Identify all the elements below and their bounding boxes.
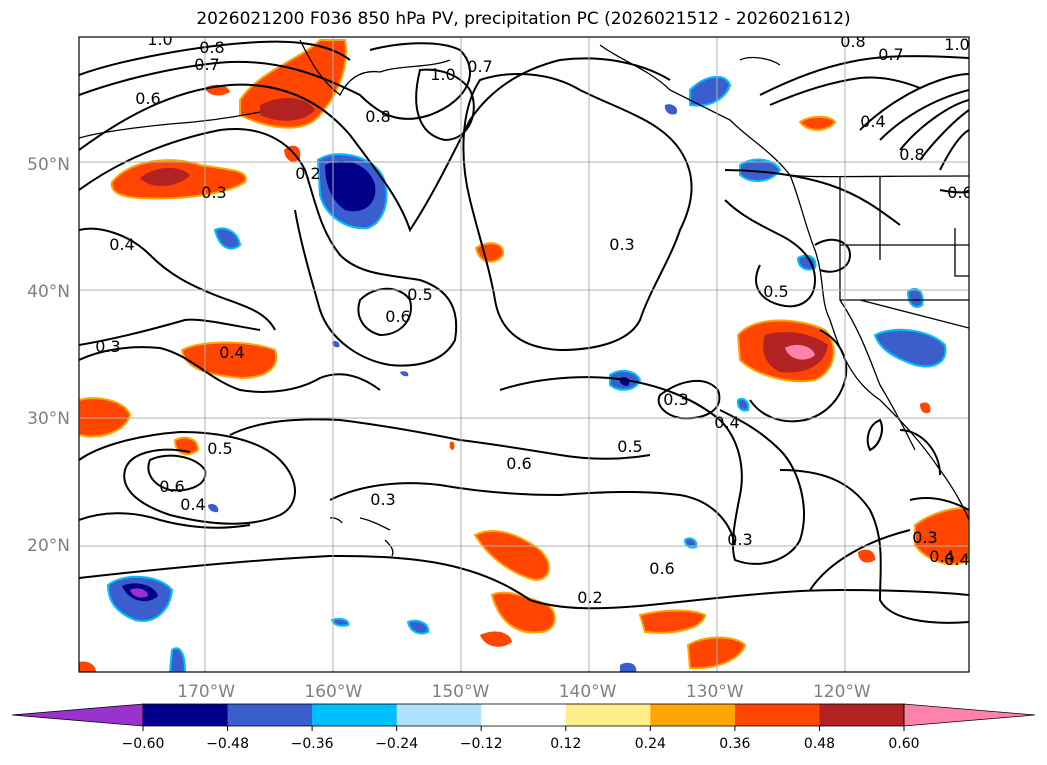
colorbar-segment [650, 704, 736, 726]
colorbar-segment [819, 704, 905, 726]
contour-label: 0.7 [878, 45, 903, 64]
contour-label: 0.6 [135, 89, 160, 108]
contour-label: 1.0 [944, 35, 969, 54]
colorbar-tick-label: −0.36 [291, 736, 334, 752]
colorbar-tick-label: −0.12 [460, 736, 503, 752]
colorbar: −0.60 −0.48 −0.36 −0.24 −0.12 0.12 0.24 0.36 0.4… [11, 703, 1036, 752]
colorbar-segment [227, 704, 313, 726]
contour-label: 0.2 [295, 164, 320, 183]
contour-label: 0.4 [860, 112, 885, 131]
colorbar-tick-label: 0.36 [719, 736, 750, 752]
contour-label: 0.7 [467, 57, 492, 76]
longitude-label: 160°W [304, 682, 362, 702]
colorbar-tick-label: 0.24 [635, 736, 666, 752]
colorbar-outline [142, 703, 905, 727]
contour-label: 0.5 [207, 439, 232, 458]
longitude-label: 130°W [686, 682, 744, 702]
colorbar-segment [143, 704, 229, 726]
colorbar-tick-label: 0.60 [888, 736, 919, 752]
colorbar-extend-low [11, 703, 144, 727]
contour-label: 0.3 [912, 528, 937, 547]
latitude-label: 40°N [27, 282, 70, 302]
colorbar-tick-label: 0.12 [550, 736, 581, 752]
contour-label: 0.8 [365, 107, 390, 126]
contour-label: 0.3 [95, 337, 120, 356]
latitude-labels: 50°N 40°N 30°N 20°N [27, 155, 70, 556]
contour-label: 0.6 [385, 307, 410, 326]
contour-label: 0.4 [109, 235, 134, 254]
contour-label: 0.8 [840, 32, 865, 51]
longitude-label: 120°W [813, 682, 871, 702]
contour-label: 0.5 [407, 285, 432, 304]
colorbar-segment [396, 704, 482, 726]
contour-label: 0.5 [617, 437, 642, 456]
colorbar-segment [734, 704, 820, 726]
contour-label: 0.5 [763, 282, 788, 301]
coastlines [79, 39, 969, 557]
contour-label: 0.4 [180, 495, 205, 514]
contour-label: 0.6 [159, 477, 184, 496]
contour-label: 0.7 [194, 55, 219, 74]
contour-label: 0.3 [201, 183, 226, 202]
contour-label: 0.4 [929, 547, 954, 566]
colorbar-extend-high [903, 703, 1036, 727]
colorbar-tick-label: −0.60 [122, 736, 165, 752]
map-title: 2026021200 F036 850 hPa PV, precipitatio… [196, 9, 851, 29]
graticule [79, 37, 969, 672]
contour-label: 0.4 [944, 550, 969, 569]
colorbar-segment [565, 704, 651, 726]
contour-label: 0.3 [609, 235, 634, 254]
colorbar-tick-label: 0.48 [804, 736, 835, 752]
pv-contour-labels: 1.0 0.80.70.60.20.30.40.3 0.40.50.60.50.40… [95, 30, 972, 607]
contour-label: 0.8 [199, 38, 224, 57]
contour-label: 0.2 [577, 588, 602, 607]
colorbar-tick-label: −0.48 [206, 736, 249, 752]
longitude-labels: 170°W 160°W 150°W 140°W 130°W 120°W [177, 682, 871, 702]
longitude-label: 150°W [432, 682, 490, 702]
contour-label: 0.3 [663, 390, 688, 409]
contour-label: 1.0 [430, 65, 455, 84]
contour-label: 0.8 [899, 145, 924, 164]
latitude-label: 30°N [27, 409, 70, 429]
longitude-label: 140°W [559, 682, 617, 702]
map-frame [78, 36, 970, 673]
contour-label: 0.6 [506, 454, 531, 473]
contour-label: 0.6 [649, 559, 674, 578]
map-body: 1.0 0.80.70.60.20.30.40.3 0.40.50.60.50.40… [79, 30, 972, 672]
colorbar-tick-label: −0.24 [375, 736, 418, 752]
latitude-label: 50°N [27, 155, 70, 175]
pv-contours [79, 40, 969, 624]
contour-label: 0.6 [947, 183, 972, 202]
contour-label: 0.4 [219, 343, 244, 362]
colorbar-segment [481, 704, 567, 726]
contour-label: 0.4 [714, 413, 739, 432]
latitude-label: 20°N [27, 536, 70, 556]
contour-label: 0.3 [370, 490, 395, 509]
colorbar-segment [312, 704, 398, 726]
contour-label: 1.0 [147, 30, 172, 49]
longitude-label: 170°W [177, 682, 235, 702]
contour-label: 0.3 [727, 530, 752, 549]
